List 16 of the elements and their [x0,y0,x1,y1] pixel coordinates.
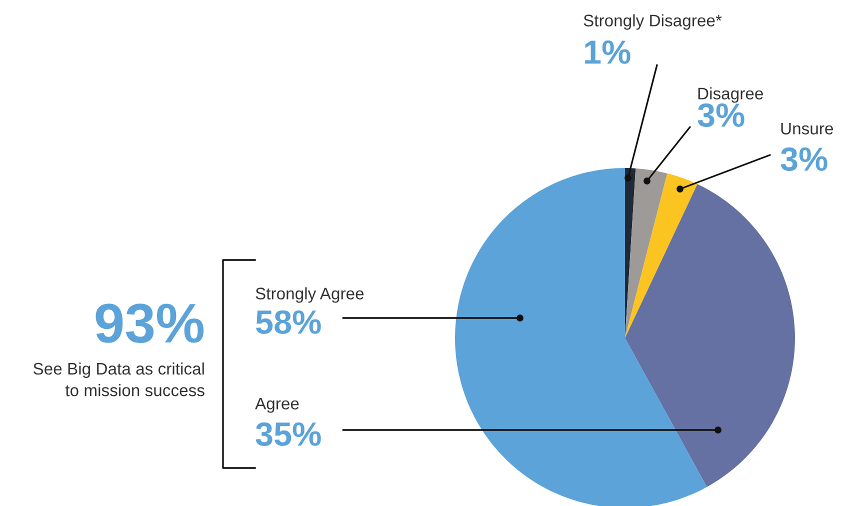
data-label: 1% [585,40,630,64]
data-label: 35% [256,422,321,446]
pie-slice [455,168,707,506]
text: See Big Data as critical to mission success [33,362,204,396]
text: 93% [96,304,204,343]
slice-label: Strongly Agree [256,287,364,303]
data-label: 3% [780,147,828,171]
slice-label: Unsure [781,122,833,134]
slice-label: Agree [255,398,299,413]
pie-slice [625,184,795,487]
data-label: 58% [256,310,321,334]
pie-slice [625,168,668,338]
slice-label: Disagree [698,87,763,103]
data-label: 3% [698,103,744,127]
pie-slice [625,173,698,338]
slice-label: Strongly Disagree* [584,14,722,30]
